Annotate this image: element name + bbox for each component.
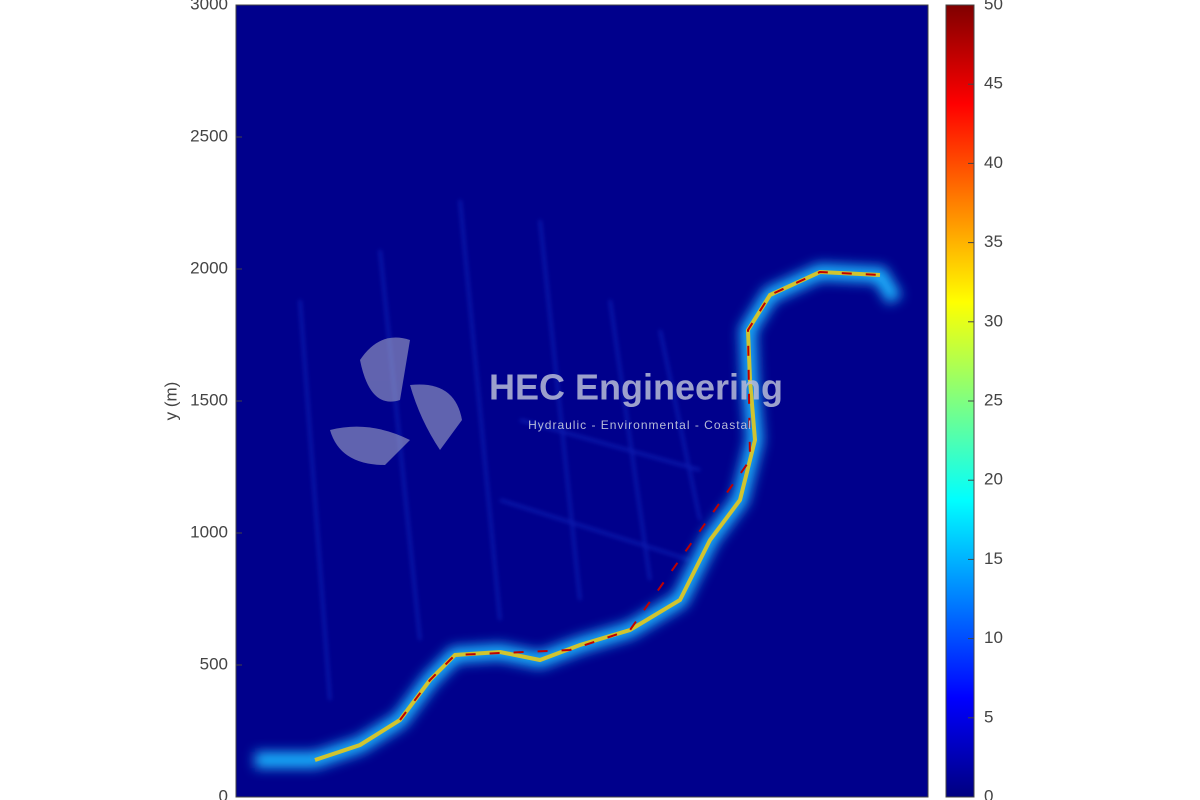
colorbar-tick-label: 15: [984, 549, 1003, 568]
colorbar-tick-label: 20: [984, 470, 1003, 489]
colorbar-tick-label: 30: [984, 311, 1003, 330]
watermark-title: HEC Engineering: [489, 367, 783, 408]
y-tick-label: 1000: [190, 522, 228, 541]
y-tick-label: 0: [219, 786, 228, 800]
colorbar-tick-label: 0: [984, 786, 993, 800]
colorbar-tick-label: 45: [984, 74, 1003, 93]
colorbar-tick-label: 40: [984, 153, 1003, 172]
y-tick-label: 500: [200, 654, 228, 673]
y-tick-label: 2500: [190, 126, 228, 145]
y-axis-label: y (m): [161, 382, 180, 421]
colorbar-tick-label: 50: [984, 0, 1003, 13]
watermark-subtitle: Hydraulic - Environmental - Coastal: [528, 418, 752, 432]
y-tick-label: 3000: [190, 0, 228, 13]
watermark-logo: [330, 337, 462, 465]
heatmap-field: [236, 5, 928, 797]
y-tick-label: 2000: [190, 258, 228, 277]
field-background: [236, 5, 928, 797]
colorbar-tick-label: 35: [984, 232, 1003, 251]
colorbar-tick-label: 10: [984, 628, 1003, 647]
colorbar-tick-label: 25: [984, 390, 1003, 409]
shoreline-peak: [399, 270, 881, 721]
colorbar-tick-label: 5: [984, 707, 993, 726]
y-tick-label: 1500: [190, 390, 228, 409]
